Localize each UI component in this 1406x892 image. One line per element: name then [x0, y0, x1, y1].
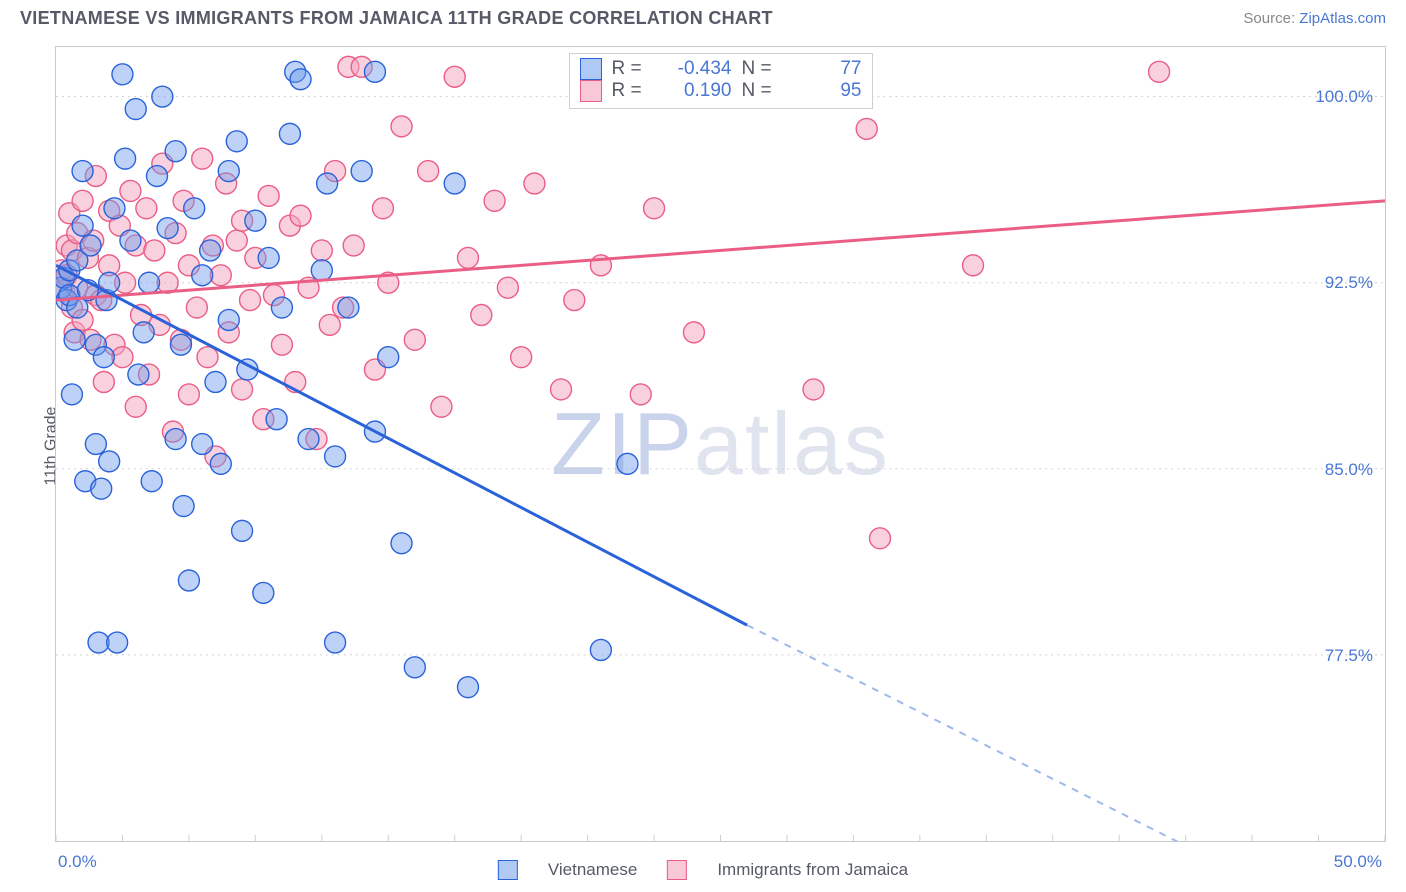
legend-pink-label: Immigrants from Jamaica [717, 860, 908, 880]
legend-R-label-2: R = [612, 80, 652, 102]
x-tick-0: 0.0% [58, 852, 97, 872]
legend-N-pink: 95 [792, 80, 862, 102]
chart-header: VIETNAMESE VS IMMIGRANTS FROM JAMAICA 11… [0, 0, 1406, 29]
legend-blue-label: Vietnamese [548, 860, 637, 880]
legend-row-pink: R = 0.190 N = 95 [580, 80, 862, 102]
swatch-blue [580, 58, 602, 80]
scatter-pink [56, 56, 1170, 548]
legend-N-label: N = [742, 58, 782, 80]
source-prefix: Source: [1243, 10, 1299, 27]
plot-area: ZIPatlas R = -0.434 N = 77 R = 0.190 N =… [55, 46, 1386, 842]
legend-row-blue: R = -0.434 N = 77 [580, 58, 862, 80]
correlation-legend: R = -0.434 N = 77 R = 0.190 N = 95 [569, 53, 873, 109]
series-legend: Vietnamese Immigrants from Jamaica [498, 860, 908, 880]
x-ticks [56, 835, 1385, 841]
scatter-blue [56, 61, 638, 697]
swatch-blue-2 [498, 860, 518, 880]
chart-source: Source: ZipAtlas.com [1243, 10, 1386, 27]
y-tick-label: 85.0% [1325, 460, 1373, 480]
chart-title: VIETNAMESE VS IMMIGRANTS FROM JAMAICA 11… [20, 8, 773, 29]
legend-N-blue: 77 [792, 58, 862, 80]
y-tick-label: 92.5% [1325, 273, 1373, 293]
source-link[interactable]: ZipAtlas.com [1299, 10, 1386, 27]
x-tick-50: 50.0% [1334, 852, 1382, 872]
trendline-blue [56, 265, 1226, 841]
chart-svg [56, 47, 1385, 841]
y-tick-label: 100.0% [1315, 87, 1373, 107]
legend-R-label: R = [612, 58, 652, 80]
legend-R-blue: -0.434 [662, 58, 732, 80]
legend-R-pink: 0.190 [662, 80, 732, 102]
swatch-pink-2 [667, 860, 687, 880]
swatch-pink [580, 80, 602, 102]
y-tick-label: 77.5% [1325, 646, 1373, 666]
legend-N-label-2: N = [742, 80, 782, 102]
